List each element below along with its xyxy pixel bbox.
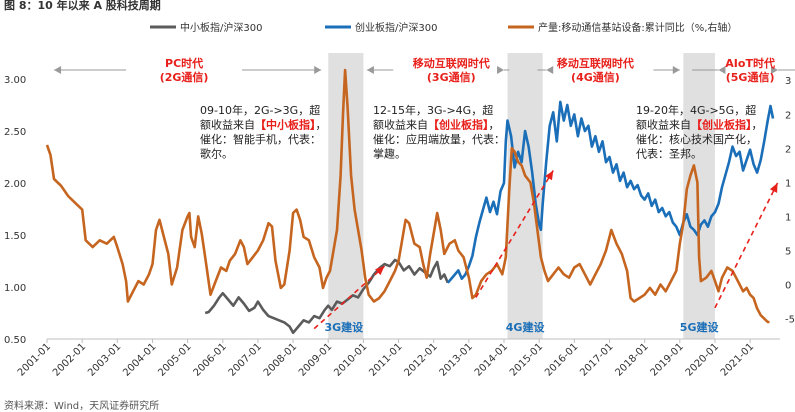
x-tick-label: 2001-01: [16, 341, 53, 378]
era-sublabel: (5G通信): [726, 70, 775, 84]
annotation-line: 12-15年，3G->4G，超: [373, 103, 493, 117]
y-left-tick-label: 2.00: [4, 179, 26, 190]
x-tick-label: 2016-01: [543, 341, 580, 378]
x-tick-label: 2006-01: [192, 341, 229, 378]
era-arrow-head-right: [497, 66, 505, 74]
x-tick-label: 2012-01: [403, 341, 440, 378]
annotation-block-1: 09-10年，2G->3G，超额收益来自【中小板指】，催化：智能手机，代表：歌尔…: [200, 103, 327, 161]
y-right-tick-label: 3: [785, 76, 791, 87]
shaded-region-label: 3G建设: [324, 320, 364, 334]
x-tick-label: 2020-01: [684, 341, 721, 378]
x-tick-label: 2002-01: [51, 341, 88, 378]
trend-arrow-head: [375, 266, 385, 276]
era-arrow-head-left: [54, 66, 62, 74]
shaded-region-label: 4G建设: [506, 320, 546, 334]
y-right-tick-label: 0: [785, 281, 791, 292]
series-line-1: [204, 258, 449, 335]
annotation-line: 催化：核心技术国产化，: [636, 132, 757, 146]
legend-label: 中小板指/沪深300: [180, 21, 262, 34]
annotation-highlight: 【中小板指】: [255, 118, 316, 132]
x-tick-label: 2015-01: [508, 341, 545, 378]
x-tick-label: 2017-01: [578, 341, 615, 378]
era-label: AIoT时代: [725, 56, 775, 70]
trend-arrow-head: [545, 170, 554, 181]
annotation-line: 额收益来自【创业板指】，: [636, 118, 763, 132]
era-arrow-head-left: [718, 66, 726, 74]
shaded-region-label: 5G建设: [680, 320, 720, 334]
y-right-tick-label: 2: [785, 144, 791, 155]
x-tick-label: 2013-01: [438, 341, 475, 378]
y-left-tick-label: 3.00: [4, 75, 26, 86]
legend-label: 创业板指/沪深300: [355, 21, 437, 34]
annotation-block-2: 12-15年，3G->4G，超额收益来自【创业板指】，催化：应用端放量，代表：掌…: [373, 103, 505, 161]
era-arrow-head-right: [771, 66, 778, 74]
era-sublabel: (2G通信): [160, 70, 209, 84]
x-tick-label: 2009-01: [297, 341, 334, 378]
x-tick-label: 2005-01: [156, 341, 193, 378]
annotation-highlight: 【创业板指】: [428, 118, 489, 132]
trend-arrow-head: [769, 183, 778, 193]
annotation-line: 歌尔。: [200, 147, 233, 161]
y-left-tick-label: 1.00: [4, 283, 26, 294]
annotation-line: 19-20年，4G->5G，超: [636, 103, 756, 117]
figure-title: 图 8：10 年以来 A 股科技周期: [4, 0, 161, 12]
legend-label: 产量:移动通信基站设备:累计同比（%,右轴）: [538, 21, 737, 34]
era-sublabel: (4G通信): [571, 70, 620, 84]
x-tick-label: 2021-01: [719, 341, 756, 378]
era-label: 移动互联网时代: [557, 56, 634, 70]
x-tick-label: 2004-01: [121, 341, 158, 378]
y-left-tick-label: 1.50: [4, 231, 26, 242]
x-tick-label: 2019-01: [649, 341, 686, 378]
y-right-tick-label: 1: [785, 178, 791, 189]
era-label: 移动互联网时代: [413, 56, 490, 70]
annotation-line: 09-10年，2G->3G，超: [200, 103, 320, 117]
annotation-line: 掌趣。: [373, 147, 406, 161]
annotation-line: 催化：应用端放量，代表：: [373, 132, 505, 146]
era-arrow-head-right: [314, 66, 322, 74]
y-right-tick-label: -5: [785, 315, 795, 326]
era-arrow-head-left: [546, 66, 554, 74]
annotation-highlight: 【创业板指】: [691, 118, 752, 132]
era-arrow-head-left: [366, 66, 374, 74]
x-tick-label: 2010-01: [332, 341, 369, 378]
y-right-tick-label: 5: [785, 246, 791, 257]
x-tick-label: 2003-01: [86, 341, 123, 378]
annotation-line: 催化：智能手机，代表：: [200, 132, 321, 146]
x-tick-label: 2011-01: [367, 341, 404, 378]
series-line-2: [446, 100, 775, 284]
x-tick-label: 2014-01: [473, 341, 510, 378]
shaded-region-1: [328, 53, 364, 339]
era-sublabel: (3G通信): [427, 70, 476, 84]
annotation-line: 额收益来自【创业板指】，: [373, 118, 500, 132]
series-line-3: [45, 68, 770, 324]
trend-arrow-line: [475, 170, 554, 298]
y-left-tick-label: 0.50: [4, 335, 26, 346]
annotation-block-3: 19-20年，4G->5G，超额收益来自【创业板指】，催化：核心技术国产化，代表…: [636, 103, 763, 161]
annotation-line: 代表：圣邦。: [636, 147, 702, 161]
x-tick-label: 2007-01: [227, 341, 264, 378]
shaded-region-3: [683, 53, 715, 339]
annotation-line: 额收益来自【中小板指】，: [200, 118, 327, 132]
trend-arrow-line: [313, 265, 386, 330]
era-label: PC时代: [165, 56, 203, 70]
y-left-tick-label: 2.50: [4, 127, 26, 138]
x-tick-label: 2008-01: [262, 341, 299, 378]
era-arrow-head-right: [672, 66, 680, 74]
y-right-tick-label: 2: [785, 110, 791, 121]
x-tick-label: 2018-01: [613, 341, 650, 378]
figure-source: 资料来源：Wind，天风证券研究所: [4, 401, 160, 412]
y-right-tick-label: 1: [785, 212, 791, 223]
